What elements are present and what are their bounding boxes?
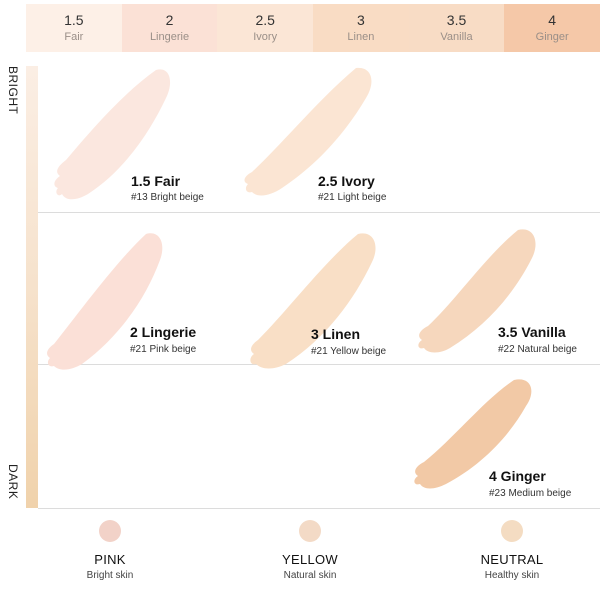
shade-name: Vanilla (440, 31, 473, 43)
undertone-dot (501, 520, 523, 542)
swatch-title: 2.5 Ivory (318, 173, 375, 189)
swatch-title: 3.5 Vanilla (498, 324, 566, 340)
undertone-subtitle: Bright skin (86, 570, 134, 581)
swatch-code: #13 Bright beige (131, 192, 204, 203)
swatch-lingerie (47, 233, 163, 370)
undertone-subtitle: Healthy skin (484, 570, 540, 581)
swatch-stroke (54, 69, 171, 200)
shade-number: 3.5 (446, 12, 467, 28)
swatch-linen (250, 233, 376, 369)
swatch-code: #23 Medium beige (489, 488, 572, 499)
axis-label-bright: BRIGHT (6, 66, 20, 115)
swatch-fair (54, 69, 171, 200)
shade-number: 3 (356, 12, 365, 28)
shade-number: 2 (165, 12, 174, 28)
swatch-code: #21 Pink beige (130, 344, 197, 355)
shade-number: 4 (548, 12, 557, 28)
swatch-code: #21 Yellow beige (311, 346, 387, 357)
swatch-stroke (418, 229, 536, 353)
undertone-title: YELLOW (282, 552, 338, 567)
axis-label-dark: DARK (6, 464, 20, 500)
shade-cell-3-5: 3.5 Vanilla (408, 4, 505, 52)
swatch-code: #22 Natural beige (498, 344, 577, 355)
shade-cell-2: 2 Lingerie (121, 4, 218, 52)
undertone-title: PINK (94, 552, 126, 567)
swatch-title: 4 Ginger (489, 468, 546, 484)
shade-cell-2-5: 2.5 Ivory (217, 4, 314, 52)
undertone-dot (99, 520, 121, 542)
swatch-title: 1.5 Fair (131, 173, 181, 189)
swatch-stroke (47, 233, 163, 370)
shade-name: Ginger (535, 31, 569, 43)
swatch-stroke (250, 233, 376, 369)
shade-name: Ivory (253, 31, 278, 43)
undertone-yellow: YELLOW Natural skin (240, 520, 380, 581)
shade-number: 2.5 (255, 12, 275, 28)
shade-name: Fair (64, 31, 84, 43)
row-divider (38, 212, 600, 213)
swatch-vanilla (418, 229, 536, 353)
row-divider (38, 364, 600, 365)
shade-name: Lingerie (149, 31, 190, 43)
swatch-stroke (244, 67, 372, 196)
undertone-subtitle: Natural skin (283, 570, 337, 581)
shade-number: 1.5 (64, 12, 84, 28)
swatch-ivory (244, 67, 372, 196)
undertone-neutral: NEUTRAL Healthy skin (442, 520, 582, 581)
row-divider (38, 508, 600, 509)
swatch-title: 2 Lingerie (130, 324, 197, 340)
shade-bar: 1.5 Fair 2 Lingerie 2.5 Ivory 3 Linen 3.… (26, 4, 600, 52)
shade-cell-3: 3 Linen (313, 4, 409, 52)
undertone-pink: PINK Bright skin (40, 520, 180, 581)
shade-name: Linen (347, 31, 375, 43)
swatch-title: 3 Linen (311, 326, 361, 342)
swatch-code: #21 Light beige (318, 192, 387, 203)
swatch-ginger (414, 379, 532, 489)
undertone-dot (299, 520, 321, 542)
undertone-title: NEUTRAL (480, 552, 544, 567)
tone-gradient-strip (26, 66, 38, 508)
swatch-stroke (414, 379, 532, 489)
shade-cell-4: 4 Ginger (504, 4, 600, 52)
shade-cell-1-5: 1.5 Fair (26, 4, 122, 52)
